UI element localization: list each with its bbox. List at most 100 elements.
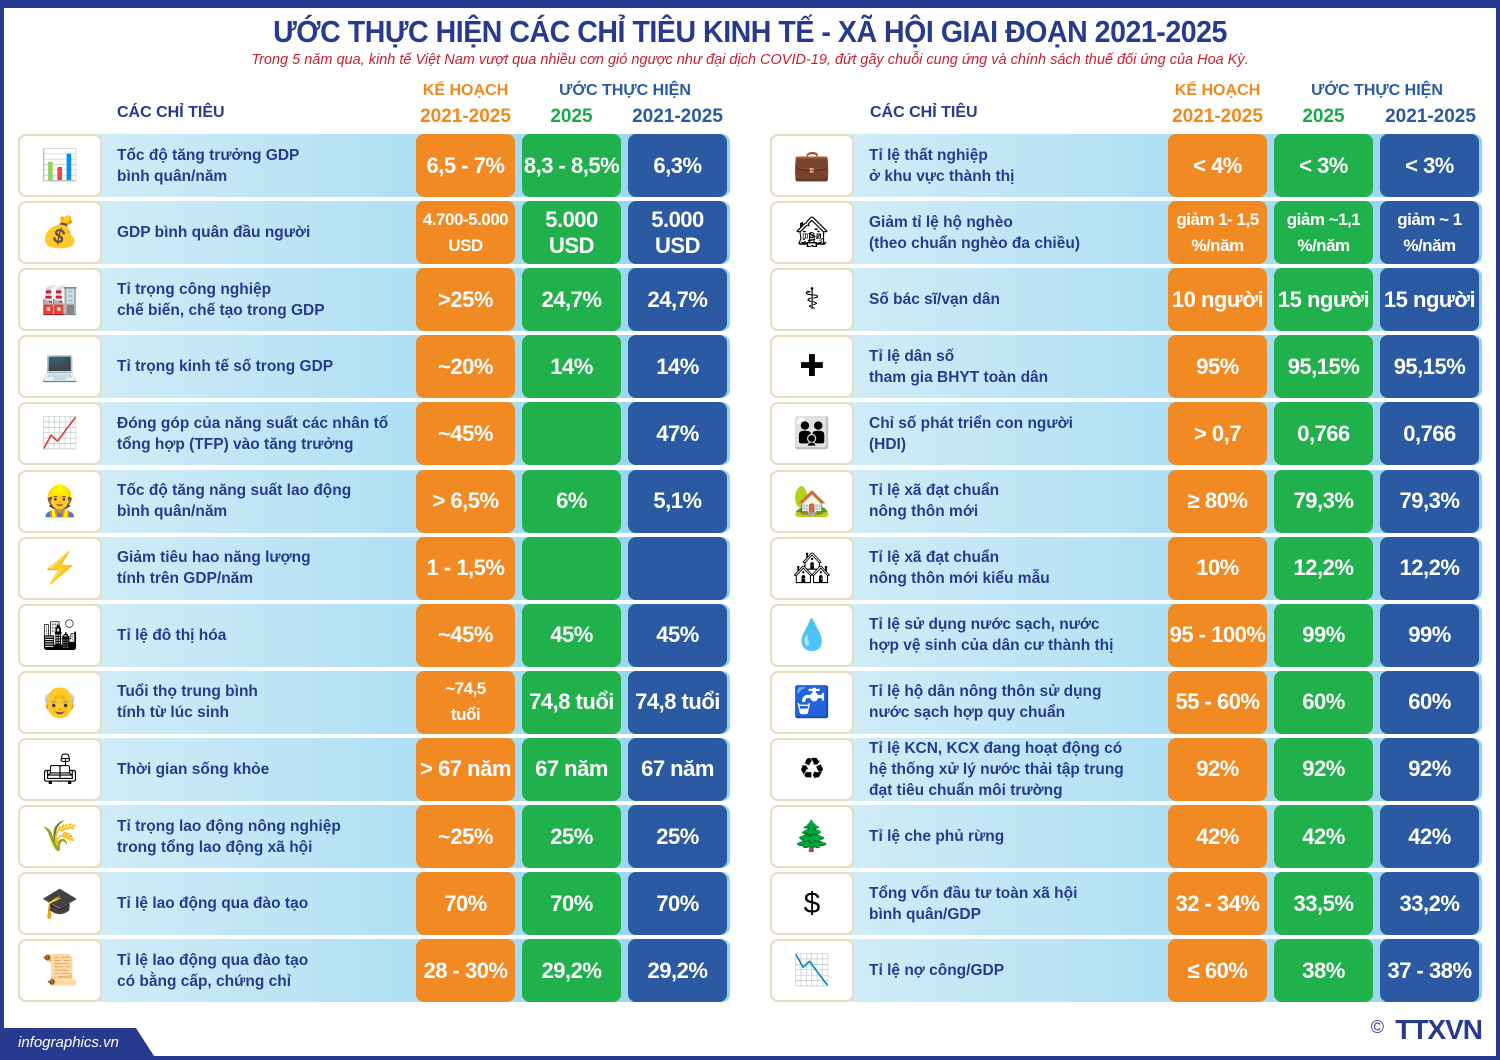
est-2025-value: 99% xyxy=(1274,603,1373,667)
table-row: 🛋 Thời gian sống khỏe > 67 năm 67 năm 67 năm xyxy=(18,737,730,801)
table-row: 🏭 Tỉ trọng công nghiệp chế biến, chế tạo … xyxy=(18,268,730,332)
plan-value: > 6,5% xyxy=(416,469,515,533)
col-plan-period: 2021-2025 xyxy=(420,106,511,127)
page-title: ƯỚC THỰC HIỆN CÁC CHỈ TIÊU KINH TẾ - XÃ … xyxy=(273,14,1227,49)
table-row: ⚡ Giảm tiêu hao năng lượng tính trên GDP/… xyxy=(18,536,730,600)
plan-value: ~74,5 tuổi xyxy=(416,670,515,734)
table-row: $ Tổng vốn đầu tư toàn xã hội bình quân/G… xyxy=(770,872,1482,936)
plan-value: 95% xyxy=(1168,335,1267,399)
indicator-label: Tỉ lệ lao động qua đào tạo có bằng cấp, … xyxy=(117,951,309,990)
tablet-chart-icon: 📈 xyxy=(18,402,102,466)
col-estimate: ƯỚC THỰC HIỆN xyxy=(559,82,691,99)
est-2025-value: 25% xyxy=(522,805,621,868)
col-est-2025: 2025 xyxy=(1302,106,1345,127)
col-estimate: ƯỚC THỰC HIỆN xyxy=(1311,82,1443,99)
indicator-label: Thời gian sống khỏe xyxy=(117,760,270,778)
table-row: 💰 GDP bình quân đầu người 4.700-5.000 USD 5… xyxy=(18,201,730,265)
plan-value: ~45% xyxy=(416,402,515,466)
public-debt-icon: 📉 xyxy=(770,939,854,1003)
indicator-label: Tốc độ tăng năng suất lao động bình quân… xyxy=(117,482,352,520)
indicator-label: Tỉ lệ xã đạt chuẩn nông thôn mới xyxy=(869,482,1000,520)
page-subtitle: Trong 5 năm qua, kinh tế Việt Nam vượt q… xyxy=(251,52,1249,68)
plan-value: ~20% xyxy=(416,335,515,399)
table-row: 🌲 Tỉ lệ che phủ rừng 42% 42% 42% xyxy=(770,805,1482,868)
copyright-mark: © xyxy=(1370,1017,1384,1037)
est-2025-value: 38% xyxy=(1274,939,1373,1003)
est-period-value: 6,3% xyxy=(628,134,727,197)
table-row: ♻ Tỉ lệ KCN, KCX đang hoạt động có hệ thố… xyxy=(770,737,1482,801)
est-period-value: 24,7% xyxy=(628,268,727,332)
health-insurance-icon: ✚ xyxy=(770,335,854,399)
table-row: 📈 Đóng góp của năng suất các nhân tố tổng… xyxy=(18,402,730,466)
doctor-icon: ⚕ xyxy=(770,268,854,332)
indicator-label: Số bác sĩ/vạn dân xyxy=(869,291,1000,309)
graduates-icon: 📜 xyxy=(18,939,102,1003)
people-group-icon: 👪 xyxy=(770,402,854,466)
est-2025-value: 67 năm xyxy=(522,737,621,801)
table-row: 📉 Tỉ lệ nợ công/GDP ≤ 60% 38% 37 - 38% xyxy=(770,939,1482,1003)
est-period-value: 67 năm xyxy=(628,737,727,801)
col-indicator: CÁC CHỈ TIÊU xyxy=(117,104,225,121)
plan-value: 28 - 30% xyxy=(416,939,515,1003)
clean-water-icon: 💧 xyxy=(770,603,854,667)
bar-chart-icon: 📊 xyxy=(18,134,102,197)
plan-value: 10% xyxy=(1168,536,1267,600)
est-period-value: < 3% xyxy=(1380,134,1479,197)
est-2025-value: 92% xyxy=(1274,737,1373,801)
est-period-value: 70% xyxy=(628,872,727,936)
est-period-value: 99% xyxy=(1380,603,1479,667)
est-2025-value: giảm ~1,1 %/năm xyxy=(1274,201,1373,265)
farmers-icon: 🌾 xyxy=(18,805,102,868)
indicator-label: Tỉ lệ che phủ rừng xyxy=(869,828,1005,845)
col-est-2025: 2025 xyxy=(550,106,593,127)
est-period-value: 74,8 tuổi xyxy=(628,670,727,734)
indicator-label: Tỉ lệ KCN, KCX đang hoạt động có hệ thốn… xyxy=(869,739,1124,799)
table-row: 👴 Tuổi thọ trung bình tính từ lúc sinh ~74… xyxy=(18,670,730,734)
training-icon: 🎓 xyxy=(18,872,102,936)
indicator-label: Tỉ lệ xã đạt chuẩn nông thôn mới kiểu mẫ… xyxy=(869,549,1050,588)
wastewater-icon: ♻ xyxy=(770,737,854,801)
est-2025-value: 70% xyxy=(522,872,621,936)
plan-value: 95 - 100% xyxy=(1168,603,1267,667)
footer-site[interactable]: infographics.vn xyxy=(4,1028,154,1056)
est-2025-value: 15 người xyxy=(1274,268,1373,332)
est-2025-value: 45% xyxy=(522,603,621,667)
plan-value: ≤ 60% xyxy=(1168,939,1267,1003)
est-period-value xyxy=(628,536,727,600)
table-row: 🌾 Tỉ trọng lao động nông nghiệp trong tổn… xyxy=(18,805,730,868)
est-period-value: 5.000 USD xyxy=(628,201,727,265)
factory-workers-icon: 🏭 xyxy=(18,268,102,332)
plan-value: 70% xyxy=(416,872,515,936)
indicator-label: Tỉ lệ đô thị hóa xyxy=(117,626,227,644)
est-period-value: 12,2% xyxy=(1380,536,1479,600)
est-period-value: 25% xyxy=(628,805,727,868)
est-2025-value: 74,8 tuổi xyxy=(522,670,621,734)
est-period-value: 42% xyxy=(1380,805,1479,868)
indicator-label: Chỉ số phát triển con người (HDI) xyxy=(869,414,1073,453)
investment-coins-icon: $ xyxy=(770,872,854,936)
indicator-label: GDP bình quân đầu người xyxy=(117,224,311,242)
est-period-value: 79,3% xyxy=(1380,469,1479,533)
unemployed-icon: 💼 xyxy=(770,134,854,197)
plan-value: < 4% xyxy=(1168,134,1267,197)
plan-value: 6,5 - 7% xyxy=(416,134,515,197)
city-icon: 🏙 xyxy=(18,603,102,667)
rural-village-icon: 🏡 xyxy=(770,469,854,533)
est-2025-value: < 3% xyxy=(1274,134,1373,197)
table-row: 💼 Tỉ lệ thất nghiệp ở khu vực thành thị < … xyxy=(770,134,1482,197)
plan-value: 92% xyxy=(1168,737,1267,801)
plan-value: > 67 năm xyxy=(416,737,515,801)
plan-value: 10 người xyxy=(1168,268,1267,332)
indicator-label: Giảm tỉ lệ hộ nghèo (theo chuẩn nghèo đa… xyxy=(869,213,1080,252)
indicator-label: Tỉ lệ dân số tham gia BHYT toàn dân xyxy=(869,347,1049,386)
plan-value: > 0,7 xyxy=(1168,402,1267,466)
workers-icon: 👷 xyxy=(18,469,102,533)
est-2025-value: 12,2% xyxy=(1274,536,1373,600)
est-period-value: 95,15% xyxy=(1380,335,1479,399)
model-village-icon: 🏘 xyxy=(770,536,854,600)
plan-value: >25% xyxy=(416,268,515,332)
est-2025-value: 5.000 USD xyxy=(522,201,621,265)
est-period-value: giảm ~ 1 %/năm xyxy=(1380,201,1479,265)
col-plan-period: 2021-2025 xyxy=(1172,106,1263,127)
family-sofa-icon: 🛋 xyxy=(18,737,102,801)
